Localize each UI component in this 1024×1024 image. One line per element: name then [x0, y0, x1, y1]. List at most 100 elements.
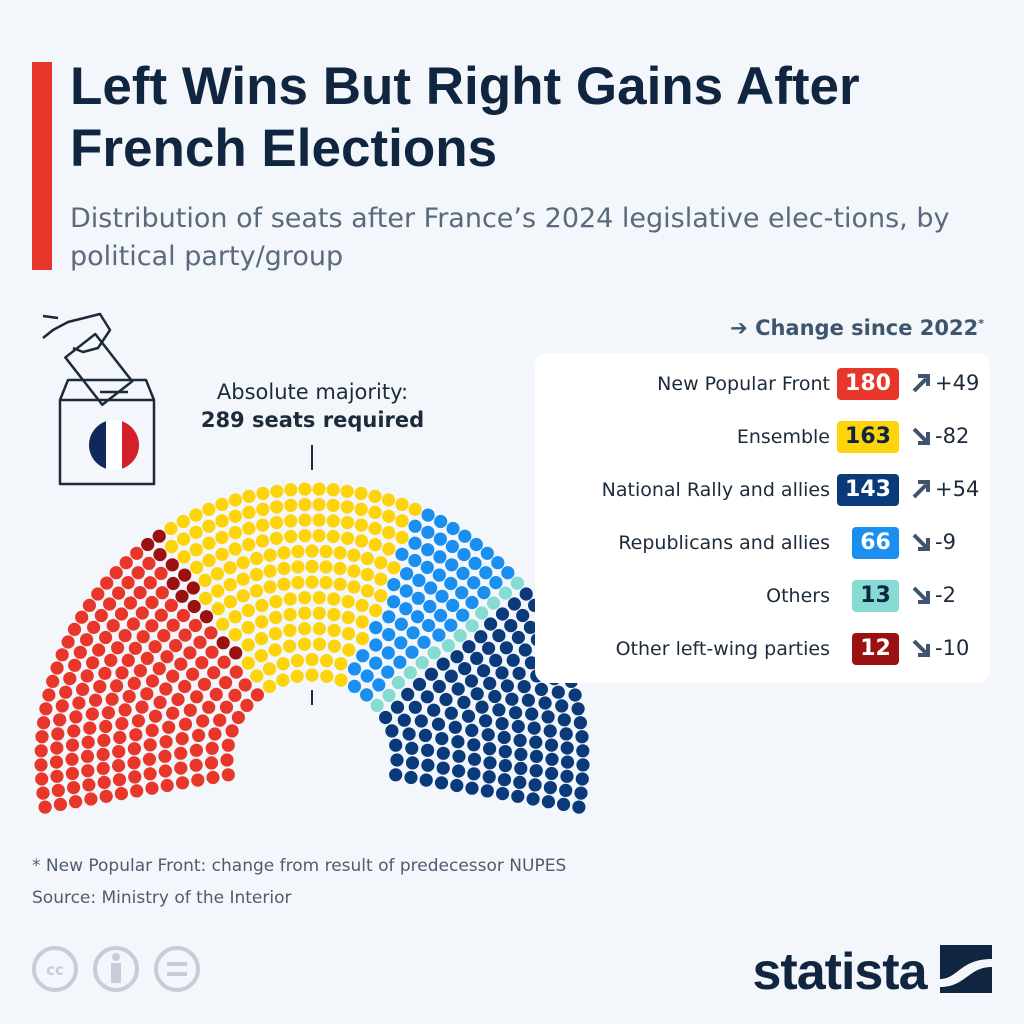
seat-dot	[488, 689, 502, 704]
seat-change: -82	[935, 424, 970, 448]
seat-count-badge: 180	[837, 368, 899, 400]
seat-dot	[115, 717, 129, 731]
seat-dot	[455, 586, 469, 600]
seat-dot	[276, 673, 290, 687]
seat-dot	[436, 761, 450, 775]
seat-dot	[486, 596, 501, 610]
seat-dot	[489, 653, 503, 667]
seat-dot	[341, 627, 356, 641]
seat-dot	[154, 566, 168, 580]
seat-dot	[96, 761, 110, 775]
seat-dot	[368, 538, 382, 552]
seat-dot	[202, 502, 216, 516]
seat-dot	[374, 589, 388, 603]
seat-dot	[511, 789, 525, 803]
seat-dot	[298, 591, 312, 605]
seat-dot	[422, 618, 436, 633]
seat-dot	[191, 773, 205, 787]
seat-dot	[347, 548, 361, 562]
seat-dot	[208, 727, 222, 741]
seat-dot	[465, 723, 479, 737]
seat-dot	[419, 773, 433, 787]
license-icons: cc	[32, 946, 200, 992]
seat-dot	[165, 558, 179, 572]
seat-dot	[153, 548, 167, 562]
seat-dot	[80, 669, 94, 683]
seat-dot	[354, 486, 368, 501]
seat-dot	[223, 561, 237, 575]
seat-dot	[158, 764, 172, 778]
cc-icon	[32, 946, 78, 992]
seat-dot	[326, 514, 340, 528]
seat-dot	[390, 700, 405, 714]
seat-count-badge: 12	[852, 633, 899, 665]
seat-dot	[312, 529, 326, 543]
seat-dot	[97, 733, 111, 747]
seat-dot	[175, 776, 190, 790]
seat-dot	[354, 518, 368, 532]
seat-dot	[465, 595, 479, 610]
seat-dot	[229, 646, 243, 660]
legend-row: Ensemble 163 -82	[535, 420, 990, 454]
seat-dot	[115, 666, 129, 680]
seat-dot	[433, 532, 447, 546]
seat-dot	[166, 576, 180, 591]
seat-dot	[131, 714, 145, 728]
seat-dot	[219, 676, 233, 690]
seat-dot	[421, 525, 435, 539]
seat-dot	[256, 518, 270, 532]
parliament-chart	[34, 445, 590, 814]
seat-dot	[202, 553, 216, 568]
seat-dot	[159, 735, 173, 749]
seat-dot	[291, 576, 305, 590]
seat-dot	[284, 498, 298, 512]
seat-change: -9	[935, 530, 956, 554]
seat-dot	[291, 544, 305, 559]
seat-dot	[528, 778, 542, 792]
seat-dot	[497, 773, 512, 787]
seat-dot	[142, 556, 156, 570]
seat-dot	[521, 693, 536, 707]
seat-dot	[482, 770, 496, 784]
seat-dot	[465, 781, 479, 795]
seat-dot	[382, 610, 396, 624]
seat-count-badge: 163	[837, 421, 899, 453]
seat-dot	[444, 618, 458, 632]
seat-dot	[355, 632, 370, 646]
seat-dot	[462, 640, 476, 654]
seat-dot	[360, 584, 375, 598]
seat-dot	[269, 531, 284, 545]
seat-dot	[408, 502, 422, 516]
seat-dot	[511, 719, 525, 734]
party-name: Other left-wing parties	[615, 638, 830, 660]
seat-dot	[456, 608, 470, 622]
seat-dot	[576, 758, 590, 772]
seat-dot	[543, 781, 558, 795]
seat-dot	[228, 628, 242, 642]
seat-dot	[368, 489, 382, 503]
seat-dot	[489, 576, 503, 590]
seat-dot	[327, 592, 341, 606]
seat-dot	[256, 486, 270, 501]
seat-dot	[421, 508, 435, 522]
seat-dot	[433, 550, 447, 564]
seat-dot	[118, 703, 132, 717]
seat-dot	[283, 592, 297, 606]
seat-dot	[360, 551, 374, 566]
seat-dot	[143, 767, 157, 781]
seat-dot	[240, 698, 254, 712]
arrow-up-right-icon	[912, 480, 930, 499]
statista-logo: statista	[752, 942, 992, 1002]
seat-dot	[492, 629, 506, 643]
party-name: Republicans and allies	[618, 532, 830, 554]
seat-dot	[111, 641, 125, 655]
seat-dot	[236, 556, 250, 570]
seat-dot	[174, 746, 188, 760]
seat-dot	[35, 772, 49, 786]
seat-dot	[545, 752, 559, 766]
seat-dot	[284, 529, 298, 544]
seat-dot	[527, 721, 541, 735]
seat-dot	[421, 758, 435, 772]
seat-dot	[189, 543, 203, 557]
arrow-down-right-icon	[912, 533, 930, 551]
